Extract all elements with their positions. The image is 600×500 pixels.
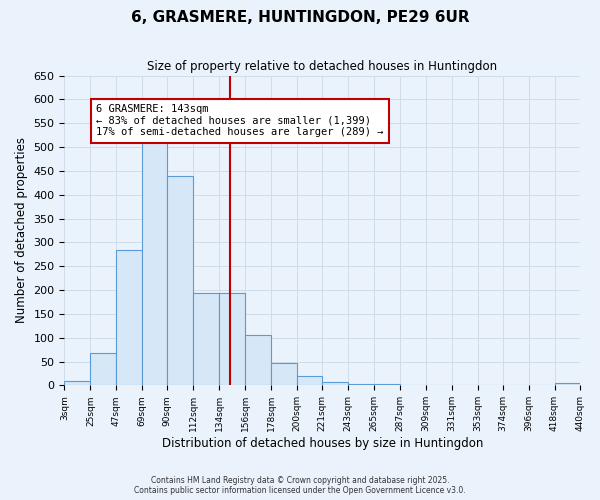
Text: Contains HM Land Registry data © Crown copyright and database right 2025.
Contai: Contains HM Land Registry data © Crown c… [134, 476, 466, 495]
Bar [167, 176, 193, 386]
Title: Size of property relative to detached houses in Huntingdon: Size of property relative to detached ho… [148, 60, 497, 73]
X-axis label: Distribution of detached houses by size in Huntingdon: Distribution of detached houses by size … [162, 437, 483, 450]
Text: 6 GRASMERE: 143sqm
← 83% of detached houses are smaller (1,399)
17% of semi-deta: 6 GRASMERE: 143sqm ← 83% of detached hou… [96, 104, 384, 138]
Bar [142, 142, 167, 386]
Bar [91, 354, 116, 386]
Bar [245, 336, 271, 386]
Bar [219, 294, 245, 386]
Bar [374, 384, 400, 386]
Bar [271, 364, 297, 386]
Bar [64, 380, 91, 386]
Text: 6, GRASMERE, HUNTINGDON, PE29 6UR: 6, GRASMERE, HUNTINGDON, PE29 6UR [131, 10, 469, 25]
Bar [348, 384, 374, 386]
Bar [116, 250, 142, 386]
Bar [554, 383, 580, 386]
Bar [193, 294, 219, 386]
Bar [297, 376, 322, 386]
Y-axis label: Number of detached properties: Number of detached properties [15, 138, 28, 324]
Bar [322, 382, 348, 386]
